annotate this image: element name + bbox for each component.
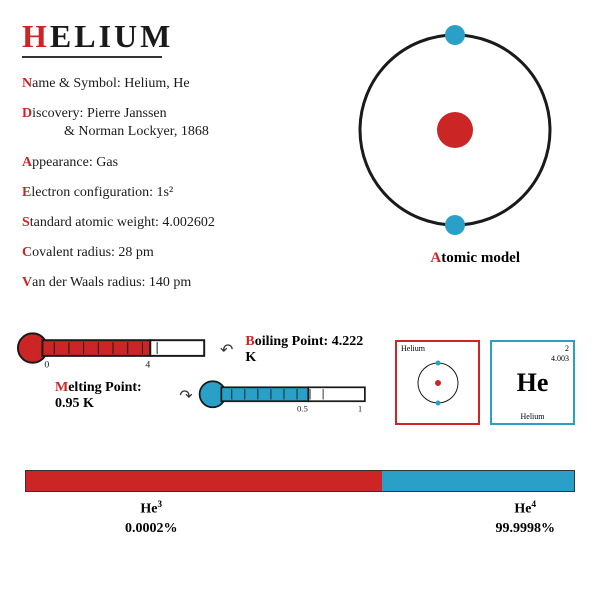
fact-row: Van der Waals radius: 140 pm: [22, 274, 332, 292]
svg-text:0: 0: [44, 360, 49, 370]
facts-list: Name & Symbol: Helium, He Discovery: Pier…: [22, 75, 332, 305]
iso-he4-bar: [382, 471, 574, 491]
fact-row: Name & Symbol: Helium, He: [22, 75, 332, 93]
arrow-icon: ↷: [179, 386, 192, 406]
svg-text:4: 4: [145, 360, 150, 370]
iso-he3-bar: [26, 471, 382, 491]
isotope-bar: [25, 470, 575, 492]
fact-row: Covalent radius: 28 pm: [22, 244, 332, 262]
title-rest: ELIUM: [50, 18, 173, 54]
iso-he3-label: He3 0.0002%: [125, 498, 178, 539]
boiling-thermometer: 0 4: [15, 330, 216, 370]
svg-text:0.5: 0.5: [297, 404, 308, 414]
melting-row: Melting Point: 0.95 K ↷ 0.5 1: [55, 376, 375, 416]
iso-he4-label: He4 99.9998%: [496, 498, 556, 539]
fact-row: Appearance: Gas: [22, 154, 332, 172]
periodic-boxes: Helium 2 4.003 He Helium: [395, 340, 575, 425]
melting-label: Melting Point: 0.95 K: [55, 380, 167, 412]
melting-thermometer: 0.5 1: [197, 376, 375, 416]
boiling-row: 0 4 ↶ Boiling Point: 4.222 K: [15, 330, 375, 370]
title-underline: [22, 56, 162, 58]
fact-row: Electron configuration: 1s²: [22, 184, 332, 202]
element-title: HELIUM: [22, 18, 173, 55]
svg-text:1: 1: [358, 404, 362, 414]
fact-row: Standard atomic weight: 4.002602: [22, 214, 332, 232]
title-first-letter: H: [22, 18, 50, 54]
atomic-model-label: Atomic model: [430, 250, 520, 267]
arrow-icon: ↶: [220, 340, 233, 360]
pbox-atom: Helium: [395, 340, 480, 425]
boiling-label: Boiling Point: 4.222 K: [245, 334, 375, 366]
pbox-symbol: 2 4.003 He Helium: [490, 340, 575, 425]
fact-row: Discovery: Pierre Janssen & Norman Locky…: [22, 105, 332, 141]
atomic-model: [350, 25, 560, 235]
thermo-section: 0 4 ↶ Boiling Point: 4.222 K Melting Poi…: [15, 330, 375, 422]
